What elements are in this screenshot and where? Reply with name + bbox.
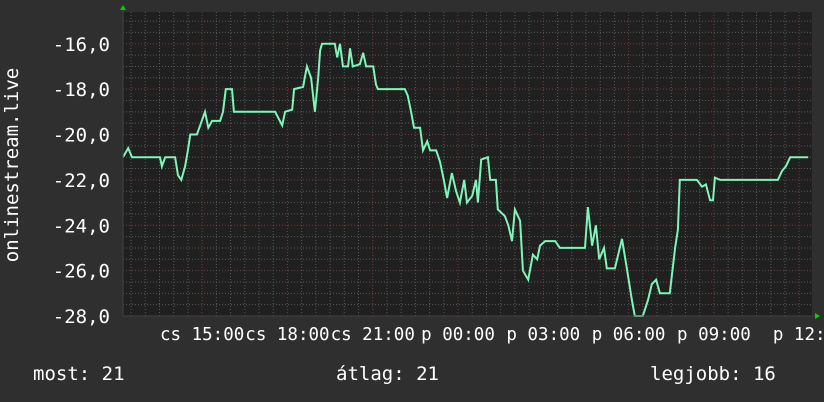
y-tick-label: -18,0 [53, 79, 110, 101]
x-tick-label: cs 18:00 [245, 325, 329, 345]
y-tick-label: -20,0 [53, 125, 110, 147]
y-axis-arrow-icon [120, 5, 126, 10]
legend-average: átlag: 21 [336, 363, 439, 385]
plot-area [123, 12, 812, 316]
y-tick-label: -28,0 [53, 306, 110, 328]
x-tick-label: p 12: [773, 325, 824, 345]
y-tick-label: -22,0 [53, 170, 110, 192]
legend-current: most: 21 [33, 363, 125, 385]
axes [120, 5, 820, 319]
y-tick-label: -24,0 [53, 215, 110, 237]
x-tick-label: cs 21:00 [331, 325, 415, 345]
x-tick-label: p 09:00 [677, 325, 751, 345]
legend-max: legjobb: 16 [650, 363, 776, 385]
y-axis-ticks: -16,0 -18,0 -20,0 -22,0 -24,0 -26,0 -28,0 [53, 34, 110, 328]
x-axis-arrow-icon [815, 313, 820, 319]
x-tick-label: cs 15:00 [160, 325, 244, 345]
y-tick-label: -16,0 [53, 34, 110, 56]
x-axis-ticks: cs 15:00 cs 18:00 cs 21:00 p 00:00 p 03:00 p … [160, 325, 824, 345]
x-tick-label: p 00:00 [421, 325, 495, 345]
y-tick-label: -26,0 [53, 261, 110, 283]
x-tick-label: p 03:00 [506, 325, 580, 345]
y-axis-label: onlinestream.live [1, 68, 23, 262]
series-line [122, 42, 809, 317]
x-tick-label: p 06:00 [592, 325, 666, 345]
